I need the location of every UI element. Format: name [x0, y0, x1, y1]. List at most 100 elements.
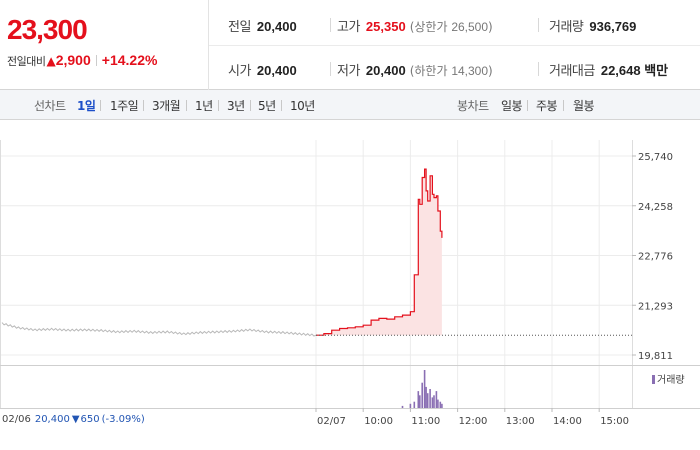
today-line: [316, 168, 443, 336]
prev-day-date: 02/06: [2, 414, 31, 425]
stat-volume: 거래량 936,769: [549, 16, 636, 35]
candle-monthly-button[interactable]: 월봉: [573, 99, 595, 113]
candle-daily-button[interactable]: 일봉: [501, 99, 523, 113]
divider: [218, 100, 219, 111]
divider: [563, 100, 564, 111]
volume-bar: [419, 395, 421, 408]
price-chart-svg: 25,740 24,258 22,776 21,293 19,811 02/07 10:0…: [0, 140, 700, 427]
x-tick-label: 11:00: [411, 416, 440, 427]
divider: [538, 62, 539, 76]
volume-legend: 거래량: [652, 371, 685, 386]
volume-bar: [437, 399, 439, 408]
divider: [281, 100, 282, 111]
volume-bar: [441, 403, 443, 408]
stat-label: 거래량: [549, 20, 584, 35]
divider: [100, 100, 101, 111]
today-area: [316, 169, 442, 336]
volume-bar: [433, 395, 435, 408]
stat-value: 25,350: [365, 19, 406, 34]
y-axis-ticks: 25,740 24,258 22,776 21,293 19,811: [632, 152, 673, 362]
period-3y-button[interactable]: 3년: [227, 99, 245, 113]
stat-sub: (상한가 26,500): [409, 20, 493, 34]
period-5y-button[interactable]: 5년: [258, 99, 276, 113]
volume-bar: [423, 370, 426, 408]
stat-sub: (하한가 14,300): [409, 64, 493, 78]
prev-day-change-rate: (-3.09%): [101, 414, 145, 425]
volume-swatch-icon: [652, 375, 655, 384]
period-1w-button[interactable]: 1주일: [110, 99, 139, 113]
volume-legend-label: 거래량: [657, 375, 685, 386]
lower-limit-label: 하한가: [414, 64, 448, 78]
chart-toolbar: 선차트 1일 1주일 3개월 1년 3년 5년 10년 봉차트 일봉 주봉 월봉: [0, 90, 700, 120]
volume-bar: [425, 386, 427, 408]
period-10y-button[interactable]: 10년: [290, 99, 315, 113]
current-price: 23,300: [7, 14, 88, 45]
x-tick-label: 13:00: [506, 416, 535, 427]
divider: [186, 100, 187, 111]
x-tick-label: 10:00: [364, 416, 393, 427]
down-triangle-icon: ▼: [71, 414, 80, 425]
volume-bar: [431, 397, 434, 408]
x-tick-label: 14:00: [553, 416, 582, 427]
y-tick-label: 22,776: [638, 252, 673, 263]
prev-day-change: 650: [80, 414, 100, 425]
stat-value: 20,400: [256, 63, 297, 78]
period-1y-button[interactable]: 1년: [195, 99, 213, 113]
divider: [95, 55, 97, 66]
lower-limit-value: 14,300: [451, 64, 489, 78]
x-tick-label: 12:00: [459, 416, 488, 427]
volume-bar: [429, 389, 431, 408]
x-tick-label: 15:00: [600, 416, 629, 427]
divider: [250, 100, 251, 111]
chart-grid: [0, 140, 700, 409]
candle-chart-label: 봉차트: [457, 99, 489, 113]
change-amount: 2,900: [55, 52, 91, 68]
change-label: 전일대비: [7, 55, 46, 68]
stat-label: 저가: [337, 64, 360, 79]
quote-summary: 23,300 전일대비▲2,900 +14.22% 전일 20,400 고가 25,3…: [0, 0, 700, 90]
divider: [538, 18, 539, 32]
price-chart[interactable]: 25,740 24,258 22,776 21,293 19,811 02/07 10:0…: [0, 120, 700, 450]
prev-day-line: [1, 322, 317, 337]
y-tick-label: 19,811: [638, 351, 673, 362]
volume-bar: [417, 391, 420, 408]
upper-limit-label: 상한가: [414, 20, 448, 34]
divider: [330, 62, 331, 76]
divider: [209, 45, 700, 46]
price-box: 23,300 전일대비▲2,900 +14.22%: [0, 0, 209, 90]
prev-day-info: 02/06 20,400 ▼650 (-3.09%): [2, 414, 145, 425]
volume-bar: [401, 405, 404, 408]
up-triangle-icon: ▲: [46, 54, 56, 68]
stat-trade-amount: 거래대금 22,648 백만: [549, 60, 668, 79]
stat-value: 20,400: [365, 63, 406, 78]
stat-label: 전일: [228, 20, 251, 35]
candle-weekly-button[interactable]: 주봉: [536, 99, 558, 113]
period-3m-button[interactable]: 3개월: [152, 99, 181, 113]
divider: [330, 18, 331, 32]
stat-value: 20,400: [256, 19, 297, 34]
divider: [527, 100, 528, 111]
stat-label: 시가: [228, 64, 251, 79]
volume-bar: [409, 403, 412, 408]
stat-low: 저가 20,400 (하한가 14,300): [337, 60, 493, 79]
volume-bar: [421, 382, 423, 408]
volume-bars: [401, 370, 443, 408]
volume-bar: [435, 391, 438, 408]
change-row: 전일대비▲2,900 +14.22%: [7, 52, 157, 69]
volume-bar: [426, 393, 429, 408]
today-series: [316, 168, 443, 336]
divider: [143, 100, 144, 111]
volume-bar: [439, 401, 442, 408]
change-rate: +14.22%: [101, 52, 158, 68]
stat-high: 고가 25,350 (상한가 26,500): [337, 16, 493, 35]
y-tick-label: 24,258: [638, 202, 673, 213]
stat-prev-close: 전일 20,400: [228, 16, 297, 35]
period-1d-button[interactable]: 1일: [77, 99, 96, 113]
stat-label: 고가: [337, 20, 360, 35]
line-chart-label: 선차트: [34, 99, 66, 113]
prev-day-series: [1, 322, 317, 337]
stat-value: 22,648 백만: [600, 63, 669, 78]
stat-open: 시가 20,400: [228, 60, 297, 79]
stat-value: 936,769: [589, 19, 637, 34]
y-tick-label: 25,740: [638, 152, 673, 163]
